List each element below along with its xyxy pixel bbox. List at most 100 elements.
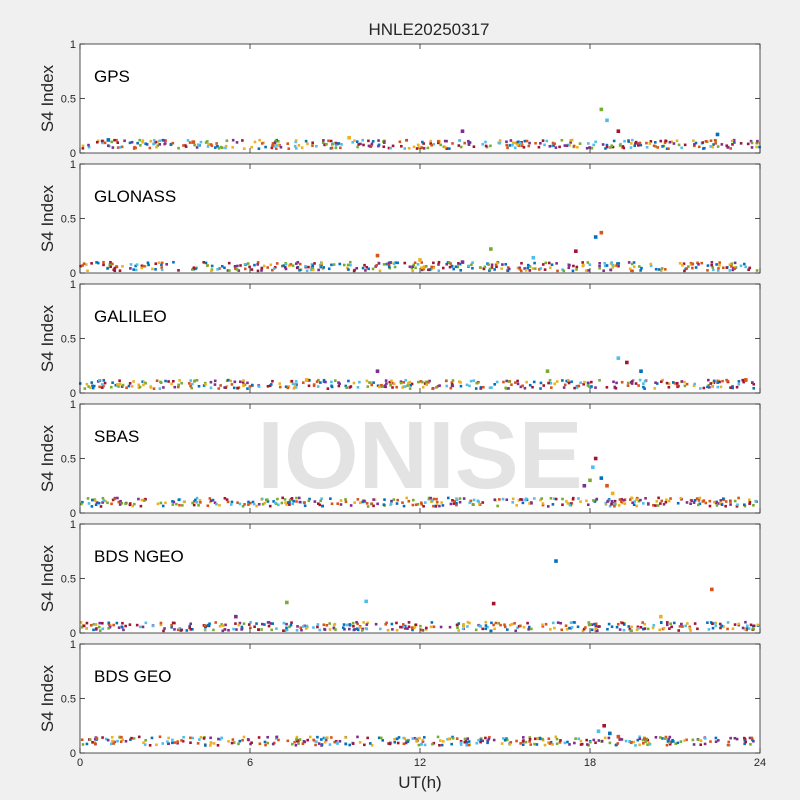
background-point	[106, 501, 109, 505]
background-point	[431, 387, 434, 390]
background-point	[571, 497, 575, 501]
background-point	[271, 144, 274, 147]
background-point	[541, 623, 544, 627]
background-point	[176, 628, 180, 632]
background-point	[445, 262, 449, 266]
background-point	[295, 266, 299, 270]
background-point	[582, 627, 586, 631]
background-point	[104, 737, 108, 741]
background-point	[197, 384, 201, 388]
background-point	[118, 379, 121, 382]
background-point	[522, 145, 526, 149]
background-point	[311, 264, 315, 268]
background-point	[145, 143, 149, 146]
background-point	[435, 386, 438, 389]
y-tick-label: 0.5	[61, 454, 76, 466]
background-point	[363, 499, 366, 503]
background-point	[528, 740, 531, 743]
background-point	[455, 498, 459, 501]
y-tick-label: 1	[70, 39, 76, 51]
background-point	[736, 503, 739, 507]
background-point	[588, 263, 592, 266]
background-point	[555, 380, 559, 383]
background-point	[447, 261, 451, 264]
background-point	[294, 139, 298, 142]
background-point	[432, 261, 435, 265]
background-point	[385, 621, 388, 625]
background-point	[271, 742, 275, 746]
background-point	[177, 383, 180, 387]
background-point	[459, 743, 463, 746]
background-point	[579, 500, 582, 503]
background-point	[572, 144, 576, 148]
background-point	[584, 626, 587, 629]
background-point	[568, 503, 572, 507]
background-point	[330, 146, 334, 150]
background-point	[102, 499, 106, 502]
background-point	[465, 741, 469, 744]
background-point	[549, 628, 552, 631]
background-point	[643, 622, 647, 626]
background-point	[204, 261, 208, 265]
background-point	[291, 382, 295, 386]
background-point	[572, 621, 576, 624]
background-point	[270, 146, 274, 150]
background-point	[716, 739, 720, 742]
background-point	[315, 144, 318, 148]
background-point	[217, 387, 221, 390]
background-point	[638, 735, 641, 739]
background-point	[161, 742, 165, 745]
background-point	[626, 384, 630, 387]
background-point	[636, 625, 640, 629]
background-point	[315, 740, 318, 743]
background-point	[450, 381, 454, 384]
figure-title: HNLE20250317	[369, 20, 490, 39]
background-point	[333, 740, 336, 744]
background-point	[654, 267, 658, 271]
background-point	[718, 622, 722, 626]
background-point	[278, 382, 281, 385]
background-point	[242, 147, 246, 151]
background-point	[449, 502, 453, 506]
background-point	[451, 499, 454, 502]
background-point	[587, 621, 591, 624]
background-point	[159, 623, 163, 627]
background-point	[225, 139, 229, 143]
background-point	[349, 504, 353, 507]
background-point	[709, 139, 713, 143]
background-point	[567, 380, 570, 383]
background-point	[220, 264, 224, 268]
background-point	[707, 383, 711, 387]
background-point	[654, 735, 658, 739]
background-point	[402, 742, 406, 746]
background-point	[508, 144, 512, 147]
background-point	[106, 267, 109, 270]
background-point	[645, 141, 648, 145]
background-point	[368, 381, 371, 384]
background-point	[732, 138, 736, 142]
background-point	[664, 737, 667, 740]
background-point	[649, 262, 653, 266]
background-point	[110, 502, 113, 506]
background-point	[685, 501, 689, 504]
background-point	[452, 267, 455, 271]
plot-area	[80, 524, 760, 633]
background-point	[399, 381, 403, 385]
background-point	[743, 503, 746, 507]
data-point	[599, 107, 604, 112]
background-point	[511, 143, 514, 147]
background-point	[133, 145, 136, 149]
background-point	[176, 740, 179, 743]
background-point	[357, 143, 360, 146]
background-point	[641, 621, 644, 624]
data-point	[491, 601, 496, 606]
background-point	[755, 141, 759, 145]
background-point	[366, 736, 369, 740]
background-point	[198, 499, 202, 502]
background-point	[659, 380, 663, 384]
background-point	[255, 504, 258, 508]
background-point	[655, 382, 659, 385]
background-point	[327, 139, 330, 143]
background-point	[743, 627, 747, 631]
background-point	[216, 144, 219, 148]
